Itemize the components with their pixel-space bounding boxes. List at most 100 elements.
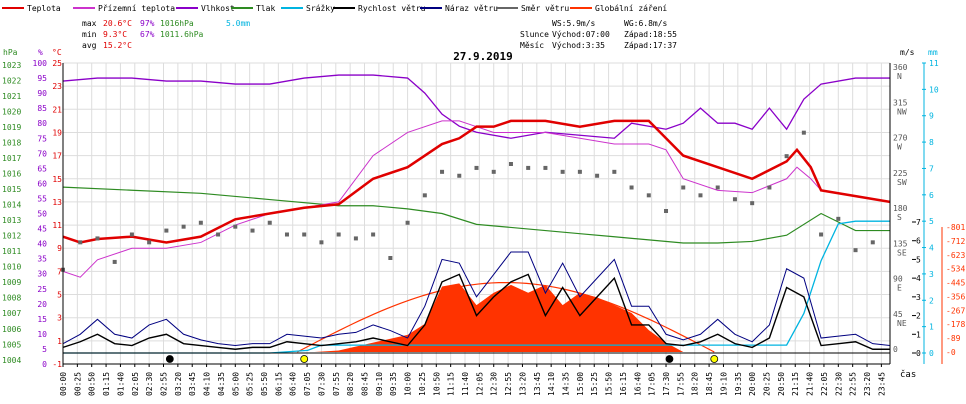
pct-tick-label: 65 [37, 164, 47, 173]
time-tick-label: 14:10 [547, 372, 556, 396]
radiation-tick-label: -534 [946, 265, 965, 274]
time-tick-label: 14:35 [562, 372, 571, 396]
direction-tick-label: 180 [893, 204, 908, 213]
pct-tick-label: 5 [42, 345, 47, 354]
hpa-tick-label: 1015 [2, 185, 21, 194]
wind-direction-point [216, 232, 221, 237]
time-tick-label: 03:45 [188, 372, 197, 396]
ms-tick-label: 2 [916, 312, 921, 321]
ms-tick-label: 0 [916, 349, 921, 358]
wind-direction-point [388, 256, 393, 260]
wind-direction-point [836, 216, 841, 221]
wind-direction-point [336, 232, 341, 237]
wind-direction-point [560, 169, 565, 174]
time-tick-label: 04:10 [203, 372, 212, 396]
pct-tick-label: 75 [37, 134, 47, 143]
temp-tick-label: 1 [57, 337, 62, 346]
time-tick-label: 15:50 [605, 372, 614, 396]
wind-direction-point [526, 165, 531, 170]
direction-name-label: SE [897, 248, 907, 257]
time-tick-label: 10:50 [432, 372, 441, 396]
time-tick-label: 22:30 [834, 372, 843, 396]
wind-direction-point [543, 165, 548, 170]
mm-tick-label: 6 [929, 191, 934, 200]
pct-tick-label: 100 [33, 59, 48, 68]
wind-direction-points [61, 130, 875, 363]
ms-tick-label: 4 [916, 274, 921, 283]
pct-tick-label: 30 [37, 270, 47, 279]
time-tick-label: 07:30 [317, 372, 326, 396]
time-tick-label: 11:15 [447, 372, 456, 396]
wind-direction-point [112, 259, 117, 264]
wind-direction-point [698, 193, 703, 198]
temp-tick-label: 15 [52, 175, 62, 184]
time-tick-label: 12:55 [504, 372, 513, 396]
stat-max-hum: 97% [140, 19, 155, 28]
wind-direction-point [302, 232, 307, 237]
sun-moon-marker [710, 355, 719, 363]
hpa-tick-label: 1023 [2, 61, 21, 70]
time-tick-label: 19:35 [734, 372, 743, 396]
temp-tick-label: 5 [57, 291, 62, 300]
time-tick-label: 16:40 [633, 372, 642, 396]
wind-direction-point [750, 201, 755, 206]
time-tick-label: 09:35 [389, 372, 398, 396]
temp-tick-label: 13 [52, 198, 62, 207]
mm-tick-label: 5 [929, 217, 934, 226]
mm-tick-label: 8 [929, 138, 934, 147]
wind-direction-point [784, 154, 789, 159]
info-moon-set: Západ:17:37 [624, 41, 677, 50]
stat-max-press: 1016hPa [160, 19, 194, 28]
ground-temperature-line [62, 120, 891, 278]
radiation-tick-label: -712 [946, 237, 965, 246]
hpa-tick-label: 1004 [2, 356, 21, 365]
wind-direction-point [629, 185, 634, 190]
radiation-tick-label: -89 [946, 334, 961, 343]
wind-gust-line [62, 251, 891, 347]
temp-tick-label: 9 [57, 244, 62, 253]
hpa-tick-label: 1010 [2, 263, 21, 272]
time-tick-label: 21:40 [806, 372, 815, 396]
info-sun-label: Slunce [520, 30, 549, 39]
wind-direction-point [129, 232, 134, 237]
sun-moon-marker [665, 355, 674, 363]
time-tick-label: 12:30 [490, 372, 499, 396]
wind-direction-point [612, 169, 617, 174]
radiation-tick-label: -445 [946, 279, 965, 288]
time-tick-label: 05:00 [231, 372, 240, 396]
temp-tick-label: 3 [57, 314, 62, 323]
direction-tick-label: 360 [893, 63, 908, 72]
pct-tick-label: 35 [37, 255, 47, 264]
hpa-tick-label: 1007 [2, 309, 21, 318]
wind-direction-point [422, 193, 427, 198]
hpa-tick-label: 1018 [2, 139, 21, 148]
time-tick-label: 17:55 [676, 372, 685, 396]
radiation-tick-label: -356 [946, 292, 965, 301]
direction-name-label: NE [897, 319, 907, 328]
legend-label: Přízemní teplota [98, 4, 175, 13]
stats-block: max 20.6°C 97% 1016hPa 5.0mm min 9.3°C 67% 1011.… [82, 19, 677, 50]
temp-tick-label: 23 [52, 82, 62, 91]
wind-direction-point [181, 224, 186, 229]
wind-direction-point [78, 240, 83, 245]
radiation-tick-label: -801 [946, 223, 965, 232]
time-tick-label: 10:25 [418, 372, 427, 396]
temp-tick-label: 19 [52, 128, 62, 137]
wind-direction-point [732, 197, 737, 202]
wind-direction-point [508, 162, 513, 166]
radiation-tick-label: -267 [946, 306, 965, 315]
pressure-line [62, 186, 890, 244]
time-tick-label: 22:55 [849, 372, 858, 396]
info-moon-label: Měsíc [520, 41, 544, 50]
time-tick-label: 09:10 [375, 372, 384, 396]
hpa-axis-label: hPa [3, 48, 18, 57]
axes: hPa% °C1023102210211020101910181017101610… [2, 48, 965, 396]
direction-tick-label: 135 [893, 239, 908, 248]
direction-tick-label: 90 [893, 275, 903, 284]
direction-tick-label: 225 [893, 169, 908, 178]
radiation-area [297, 281, 715, 353]
time-tick-label: 16:15 [619, 372, 628, 396]
mm-tick-label: 2 [929, 296, 934, 305]
wind-direction-point [801, 130, 806, 135]
mm-tick-label: 10 [929, 85, 939, 94]
